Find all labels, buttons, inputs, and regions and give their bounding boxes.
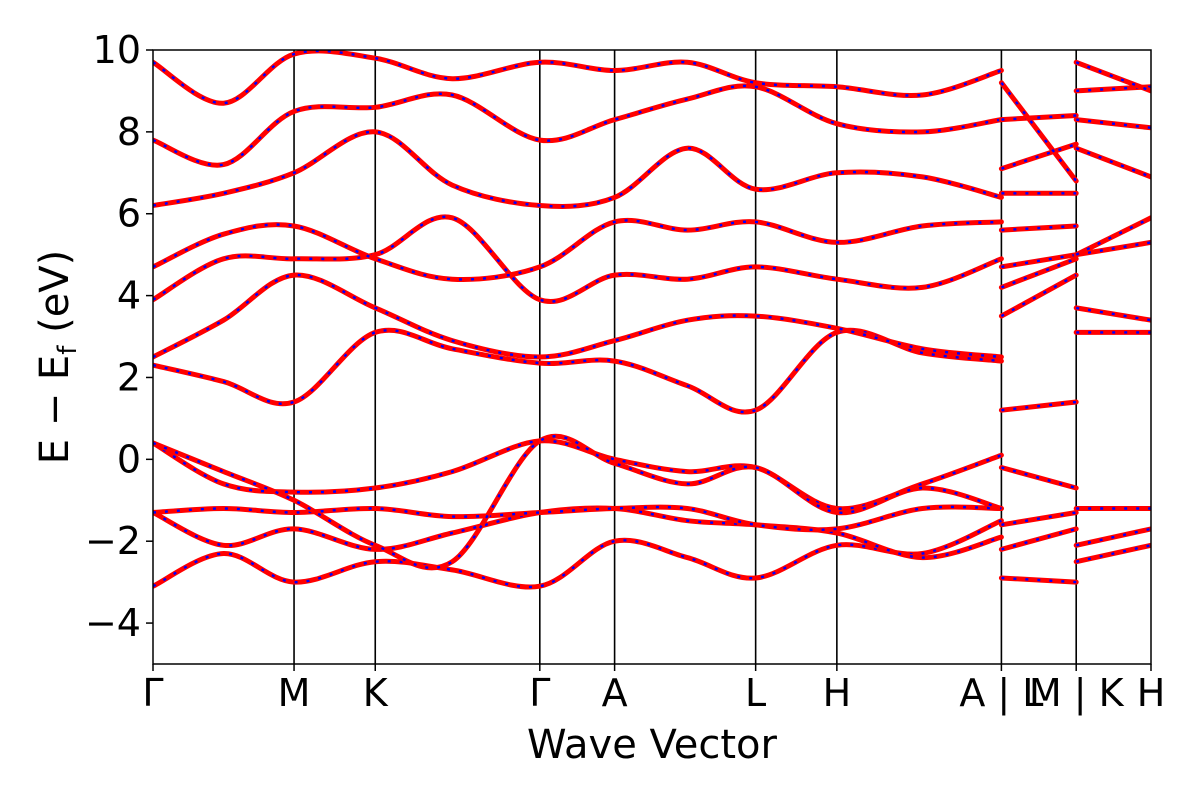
band-line-blue-dashed xyxy=(1001,400,1077,412)
kpoint-label: Γ xyxy=(142,671,163,715)
y-axis-title: E − Ef (eV) xyxy=(32,250,83,465)
y-axis-title-subscript: f xyxy=(53,345,83,355)
band-line-red xyxy=(153,214,1004,304)
band-line-blue-dashed xyxy=(1000,81,1078,182)
y-tick-label: 8 xyxy=(117,110,141,154)
y-tick-label: 4 xyxy=(117,274,141,318)
band-line-blue-dashed xyxy=(1076,306,1151,322)
band-line-red xyxy=(153,217,1004,282)
y-tick-label: 6 xyxy=(117,192,141,236)
band-line-blue-dashed xyxy=(1076,118,1151,129)
band-line-blue-dashed xyxy=(1075,147,1151,179)
band-line-blue-dashed xyxy=(153,215,1002,303)
band-line-blue-dashed xyxy=(1001,511,1077,526)
band-line-blue-dashed xyxy=(153,130,1002,208)
kpoint-label: H xyxy=(1137,671,1166,715)
band-line-red xyxy=(153,504,1004,533)
band-line-blue-dashed xyxy=(1001,224,1077,232)
x-axis-ticks: Γ M K Γ A L H A | LM | K H xyxy=(142,664,1165,716)
kpoint-label: L xyxy=(745,671,766,715)
band-line-blue-dashed xyxy=(1001,466,1077,490)
x-axis-title: Wave Vector xyxy=(527,722,778,768)
band-line-blue-dashed xyxy=(153,84,1002,167)
band-line-blue-dashed xyxy=(153,439,1002,510)
band-line-blue-dashed xyxy=(1001,142,1077,170)
band-line-blue-dashed xyxy=(153,50,1002,105)
y-tick-label: 2 xyxy=(117,355,141,399)
band-line-blue-dashed xyxy=(153,329,1002,414)
band-line-blue-dashed xyxy=(153,505,1002,532)
kpoint-label: K xyxy=(363,671,389,715)
band-line-blue-dashed xyxy=(1075,527,1151,547)
band-line-blue-dashed xyxy=(1076,241,1151,256)
y-tick-label: 10 xyxy=(93,28,141,72)
kpoint-label: M | K xyxy=(1029,671,1125,716)
band-line-red xyxy=(153,129,1004,209)
band-line-blue-dashed xyxy=(1075,61,1151,93)
band-line-blue-dashed xyxy=(1000,257,1077,289)
kpoint-label: M xyxy=(278,671,311,715)
plot-frame xyxy=(152,49,1152,665)
y-tick-label: −2 xyxy=(85,519,141,563)
kpoint-label: A | L xyxy=(959,671,1043,716)
band-line-red xyxy=(153,438,1004,512)
band-line-red xyxy=(153,433,1004,571)
bands-layer xyxy=(153,50,1151,590)
y-axis-ticks: −4 −2 0 2 4 6 8 10 xyxy=(85,28,153,645)
band-line-blue-dashed xyxy=(1075,216,1151,256)
y-tick-label: −4 xyxy=(85,601,141,645)
y-axis-title-unit: (eV) xyxy=(32,250,78,346)
band-line-blue-dashed xyxy=(153,519,1002,589)
kpoint-label: H xyxy=(823,671,852,715)
band-line-blue-dashed xyxy=(1000,274,1077,318)
band-line-blue-dashed xyxy=(1001,527,1077,551)
kpoint-label: A xyxy=(602,671,628,715)
band-line-red xyxy=(153,50,1004,106)
band-line-red xyxy=(153,83,1004,168)
y-axis-title-main: E − E xyxy=(32,355,78,465)
band-line-blue-dashed xyxy=(1001,253,1077,269)
band-line-blue-dashed xyxy=(153,273,1002,359)
kpoint-label: Γ xyxy=(529,671,550,715)
band-line-blue-dashed xyxy=(1001,576,1077,584)
band-line-blue-dashed xyxy=(153,219,1002,281)
y-tick-label: 0 xyxy=(117,437,141,481)
band-line-blue-dashed xyxy=(1001,114,1077,121)
band-line-red xyxy=(153,327,1004,415)
band-line-blue-dashed xyxy=(1075,544,1151,563)
